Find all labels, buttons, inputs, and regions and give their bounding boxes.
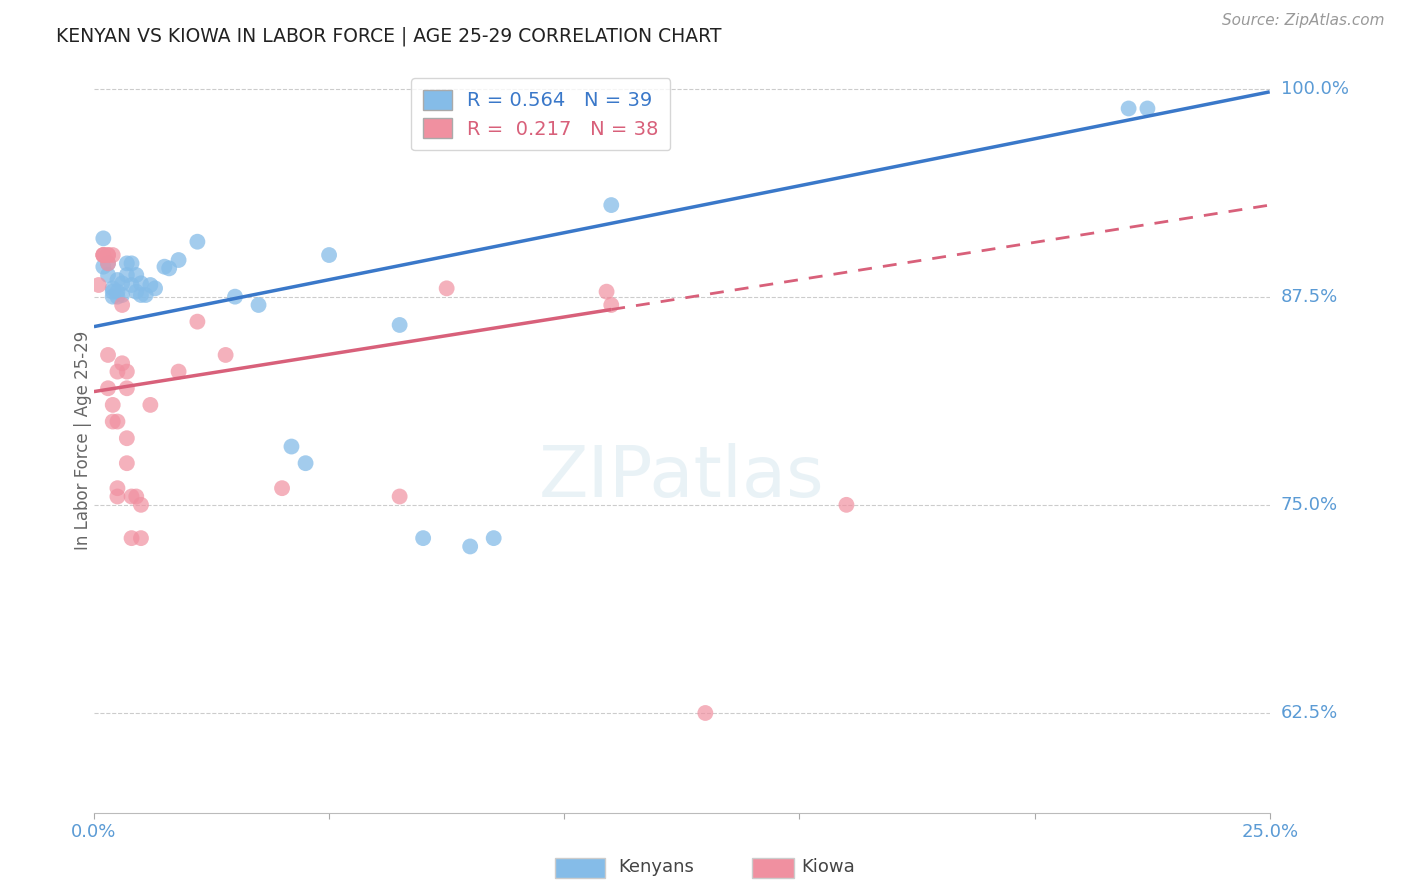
- Point: [115, 268, 138, 282]
- Point: [125, 490, 148, 504]
- Point: [111, 277, 134, 291]
- Point: [224, 290, 246, 304]
- Point: [139, 398, 162, 412]
- Point: [97, 256, 120, 270]
- Point: [600, 298, 623, 312]
- Point: [91, 248, 114, 262]
- Point: [101, 248, 124, 262]
- Point: [595, 285, 617, 299]
- Point: [107, 273, 129, 287]
- Point: [153, 260, 176, 274]
- Point: [91, 260, 114, 274]
- Point: [115, 365, 138, 379]
- Text: Kenyans: Kenyans: [619, 858, 695, 876]
- Point: [107, 481, 129, 495]
- Point: [107, 290, 129, 304]
- Point: [121, 256, 143, 270]
- Point: [97, 248, 120, 262]
- Point: [835, 498, 858, 512]
- Point: [125, 268, 148, 282]
- Point: [139, 278, 162, 293]
- Point: [91, 231, 114, 245]
- Point: [135, 288, 157, 302]
- Point: [121, 490, 143, 504]
- Text: Source: ZipAtlas.com: Source: ZipAtlas.com: [1222, 13, 1385, 29]
- Point: [97, 348, 120, 362]
- Point: [107, 285, 129, 299]
- Point: [436, 281, 458, 295]
- Text: 100.0%: 100.0%: [1281, 79, 1348, 97]
- Y-axis label: In Labor Force | Age 25-29: In Labor Force | Age 25-29: [75, 331, 91, 550]
- Bar: [555, 858, 605, 878]
- Text: 75.0%: 75.0%: [1281, 496, 1339, 514]
- Point: [1136, 102, 1159, 116]
- Point: [318, 248, 340, 262]
- Point: [125, 285, 148, 299]
- Point: [97, 256, 120, 270]
- Point: [111, 356, 134, 370]
- Point: [91, 248, 114, 262]
- Point: [129, 288, 152, 302]
- Point: [115, 431, 138, 445]
- Text: 87.5%: 87.5%: [1281, 287, 1339, 306]
- Point: [101, 398, 124, 412]
- Point: [115, 456, 138, 470]
- Text: 62.5%: 62.5%: [1281, 704, 1339, 722]
- Point: [695, 706, 717, 720]
- Point: [115, 256, 138, 270]
- Text: ZIPatlas: ZIPatlas: [538, 443, 825, 512]
- Point: [111, 298, 134, 312]
- Point: [388, 490, 411, 504]
- Point: [121, 278, 143, 293]
- Point: [107, 415, 129, 429]
- Point: [101, 415, 124, 429]
- Point: [107, 365, 129, 379]
- Point: [1118, 102, 1140, 116]
- Point: [214, 348, 236, 362]
- Point: [186, 235, 208, 249]
- Point: [186, 315, 208, 329]
- Point: [167, 253, 190, 268]
- Point: [101, 285, 124, 299]
- Point: [294, 456, 316, 470]
- Point: [97, 248, 120, 262]
- Point: [91, 248, 114, 262]
- Point: [157, 261, 180, 276]
- Point: [111, 288, 134, 302]
- Point: [129, 531, 152, 545]
- Bar: [752, 858, 794, 878]
- Text: KENYAN VS KIOWA IN LABOR FORCE | AGE 25-29 CORRELATION CHART: KENYAN VS KIOWA IN LABOR FORCE | AGE 25-…: [56, 27, 721, 46]
- Point: [247, 298, 270, 312]
- Point: [97, 381, 120, 395]
- Point: [388, 318, 411, 332]
- Point: [121, 531, 143, 545]
- Point: [271, 481, 294, 495]
- Point: [97, 268, 120, 282]
- Point: [143, 281, 166, 295]
- Point: [412, 531, 434, 545]
- Point: [101, 281, 124, 295]
- Point: [115, 381, 138, 395]
- Point: [482, 531, 505, 545]
- Text: Kiowa: Kiowa: [801, 858, 855, 876]
- Legend: R = 0.564   N = 39, R =  0.217   N = 38: R = 0.564 N = 39, R = 0.217 N = 38: [411, 78, 671, 151]
- Point: [101, 290, 124, 304]
- Point: [167, 365, 190, 379]
- Point: [458, 540, 481, 554]
- Point: [87, 278, 110, 293]
- Point: [107, 490, 129, 504]
- Point: [129, 498, 152, 512]
- Point: [600, 198, 623, 212]
- Point: [280, 440, 302, 454]
- Point: [129, 277, 152, 291]
